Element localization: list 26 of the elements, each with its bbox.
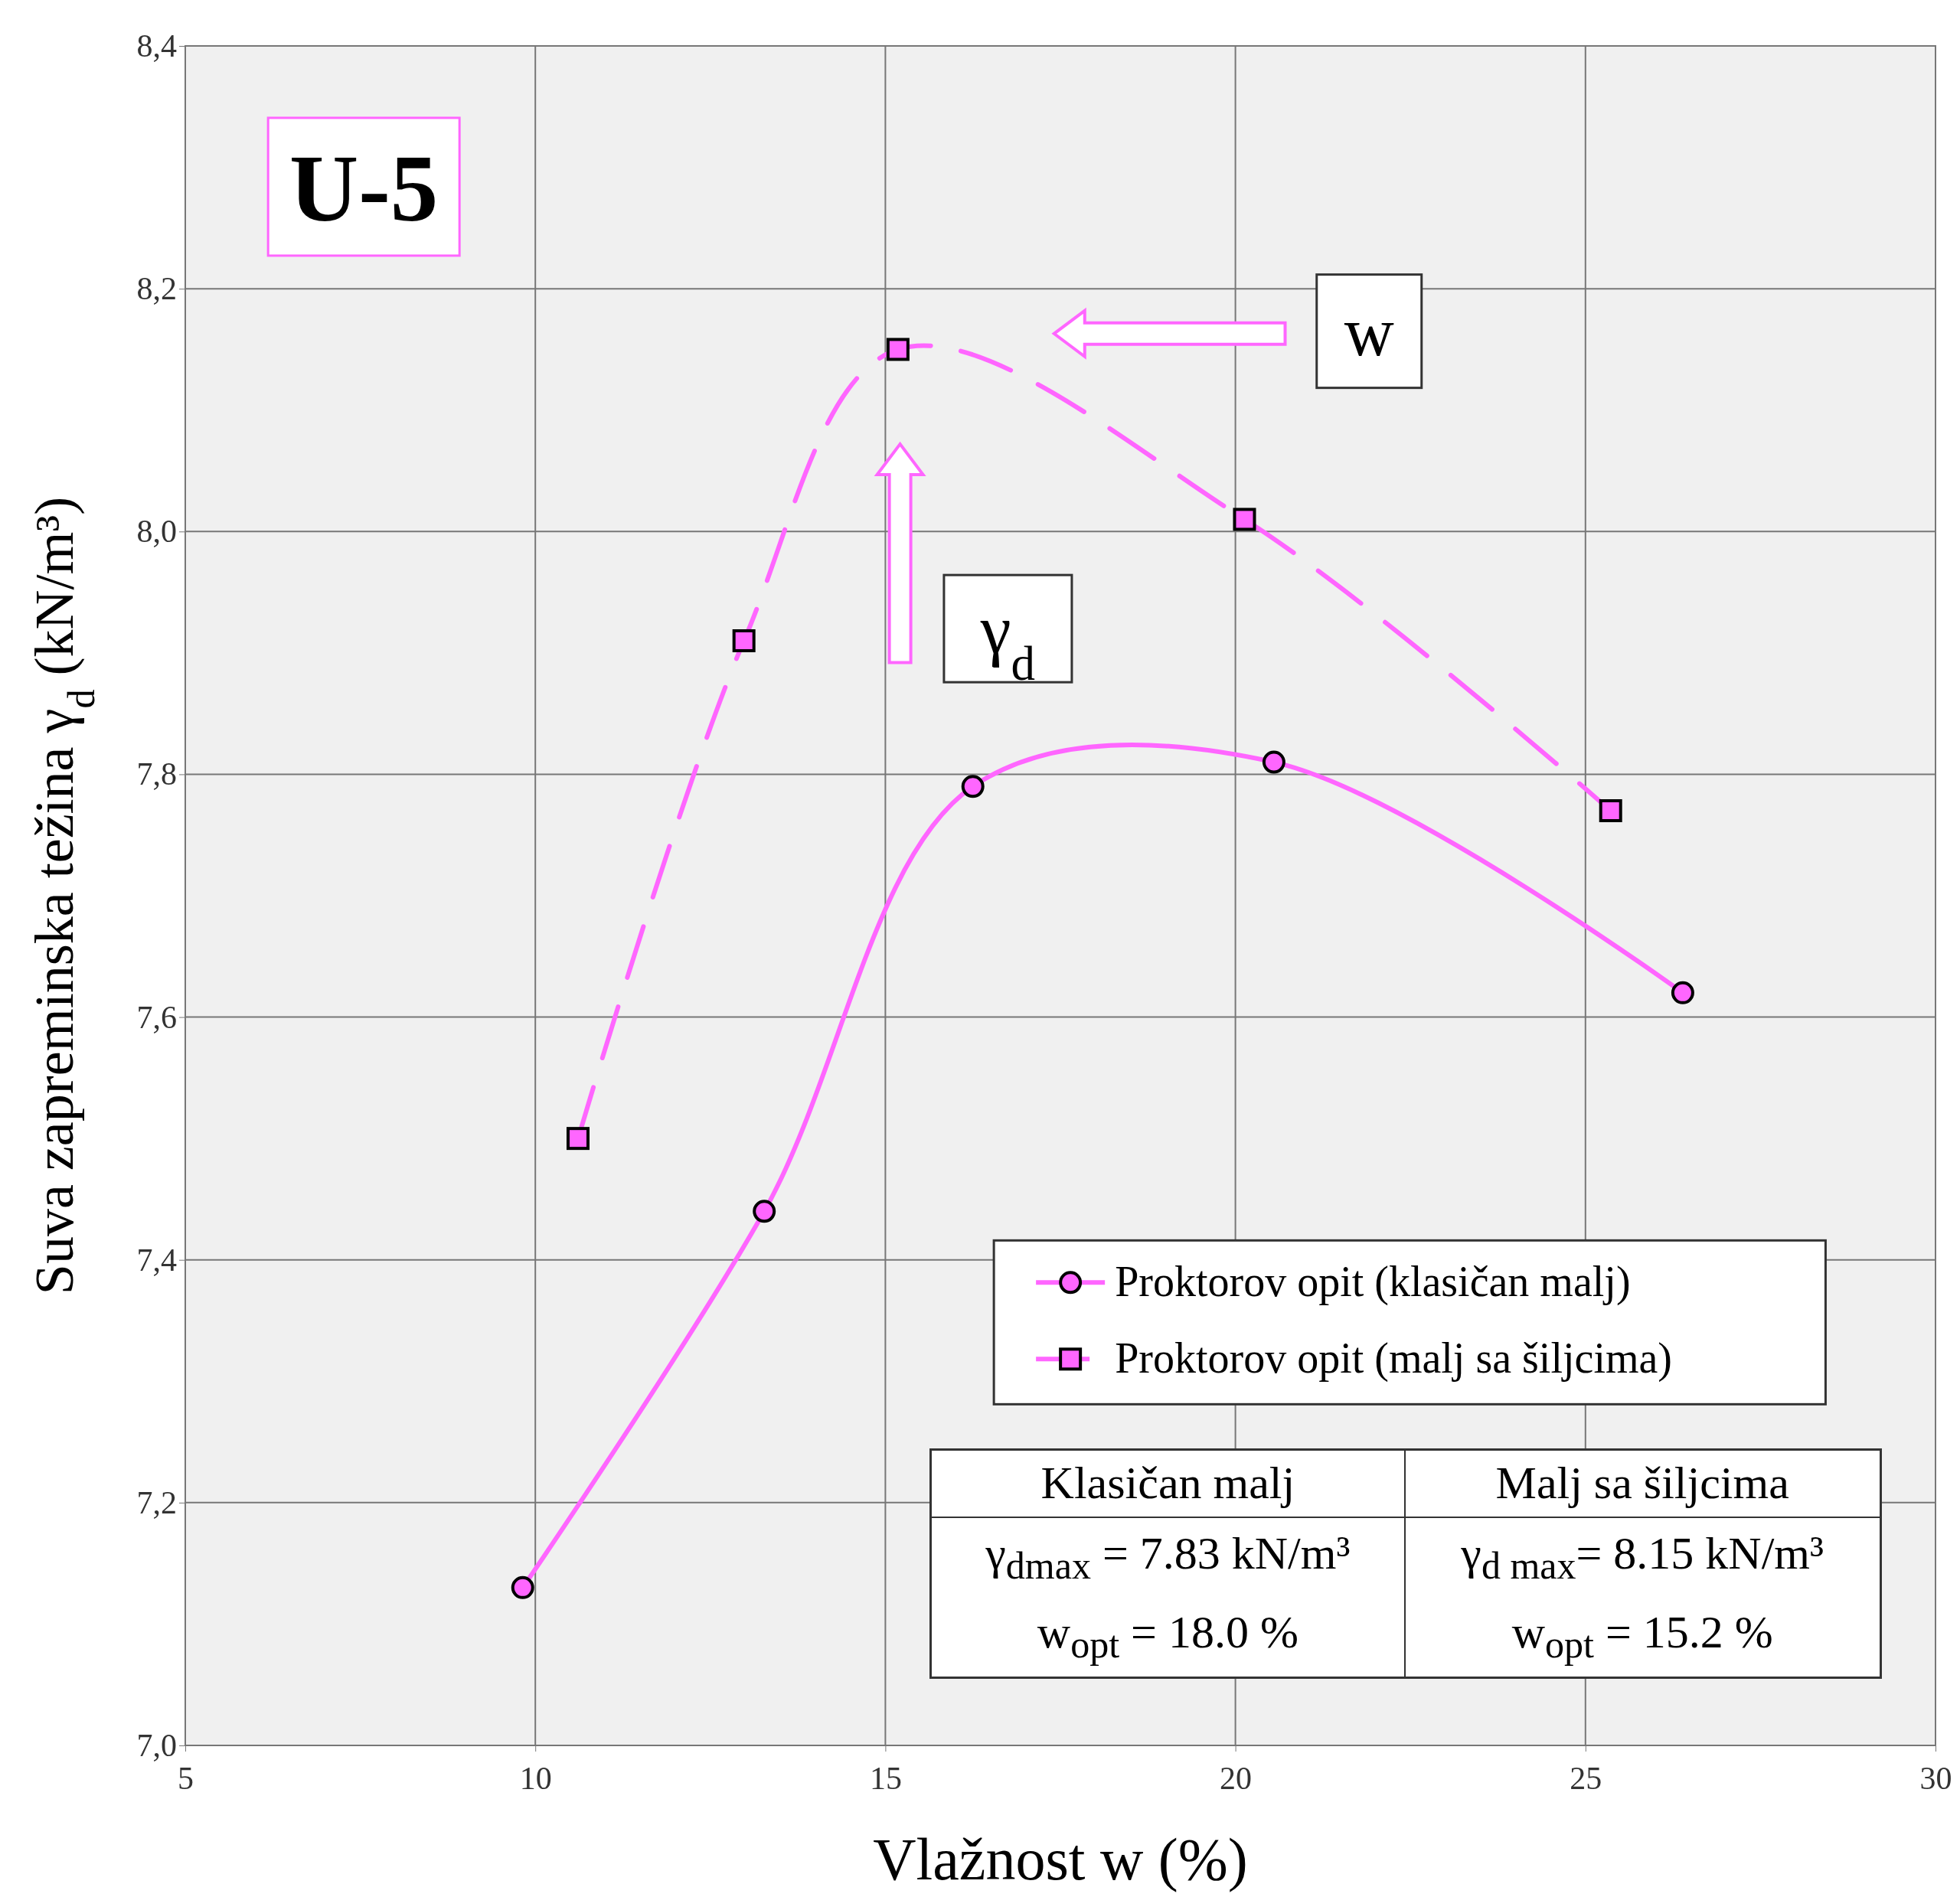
annotation: Klasičan malj (1040, 1458, 1295, 1509)
y-tick-label: 8,4 (136, 28, 177, 64)
y-tick-label: 8,0 (136, 514, 177, 550)
annotation: w (1344, 294, 1394, 371)
y-tick-label: 7,8 (136, 756, 177, 792)
annotation: Malj sa šiljcima (1495, 1458, 1789, 1509)
annotation: γ$_{d}$ (979, 591, 1036, 691)
x-tick-label: 15 (869, 1761, 902, 1797)
annotation: γ$_{dmax}$ = 7.83 kN/m³ (985, 1527, 1351, 1587)
x-tick-label: 10 (519, 1761, 552, 1797)
x-tick-label: 5 (178, 1761, 194, 1797)
y-tick-label: 7,6 (136, 999, 177, 1035)
annotation: γ$_{d max}$= 8.15 kN/m³ (1461, 1527, 1824, 1587)
annotation: w$_{opt}$ = 18.0 % (1037, 1607, 1298, 1667)
y-tick-label: 7,4 (136, 1242, 177, 1278)
y-tick-label: 7,2 (136, 1484, 177, 1520)
y-tick-label: 7,0 (136, 1727, 177, 1763)
annotation: w$_{opt}$ = 15.2 % (1511, 1607, 1773, 1667)
legend-label: Proktorov opit (klasičan malj) (1115, 1258, 1631, 1307)
y-tick-label: 8,2 (136, 271, 177, 307)
x-axis-title: Vlažnost w (%) (873, 1826, 1248, 1892)
x-tick-label: 20 (1220, 1761, 1253, 1797)
x-tick-label: 25 (1570, 1761, 1602, 1797)
annotation: U-5 (289, 135, 439, 241)
x-tick-label: 30 (1919, 1761, 1952, 1797)
legend-label: Proktorov opit (malj sa šiljcima) (1115, 1334, 1673, 1383)
